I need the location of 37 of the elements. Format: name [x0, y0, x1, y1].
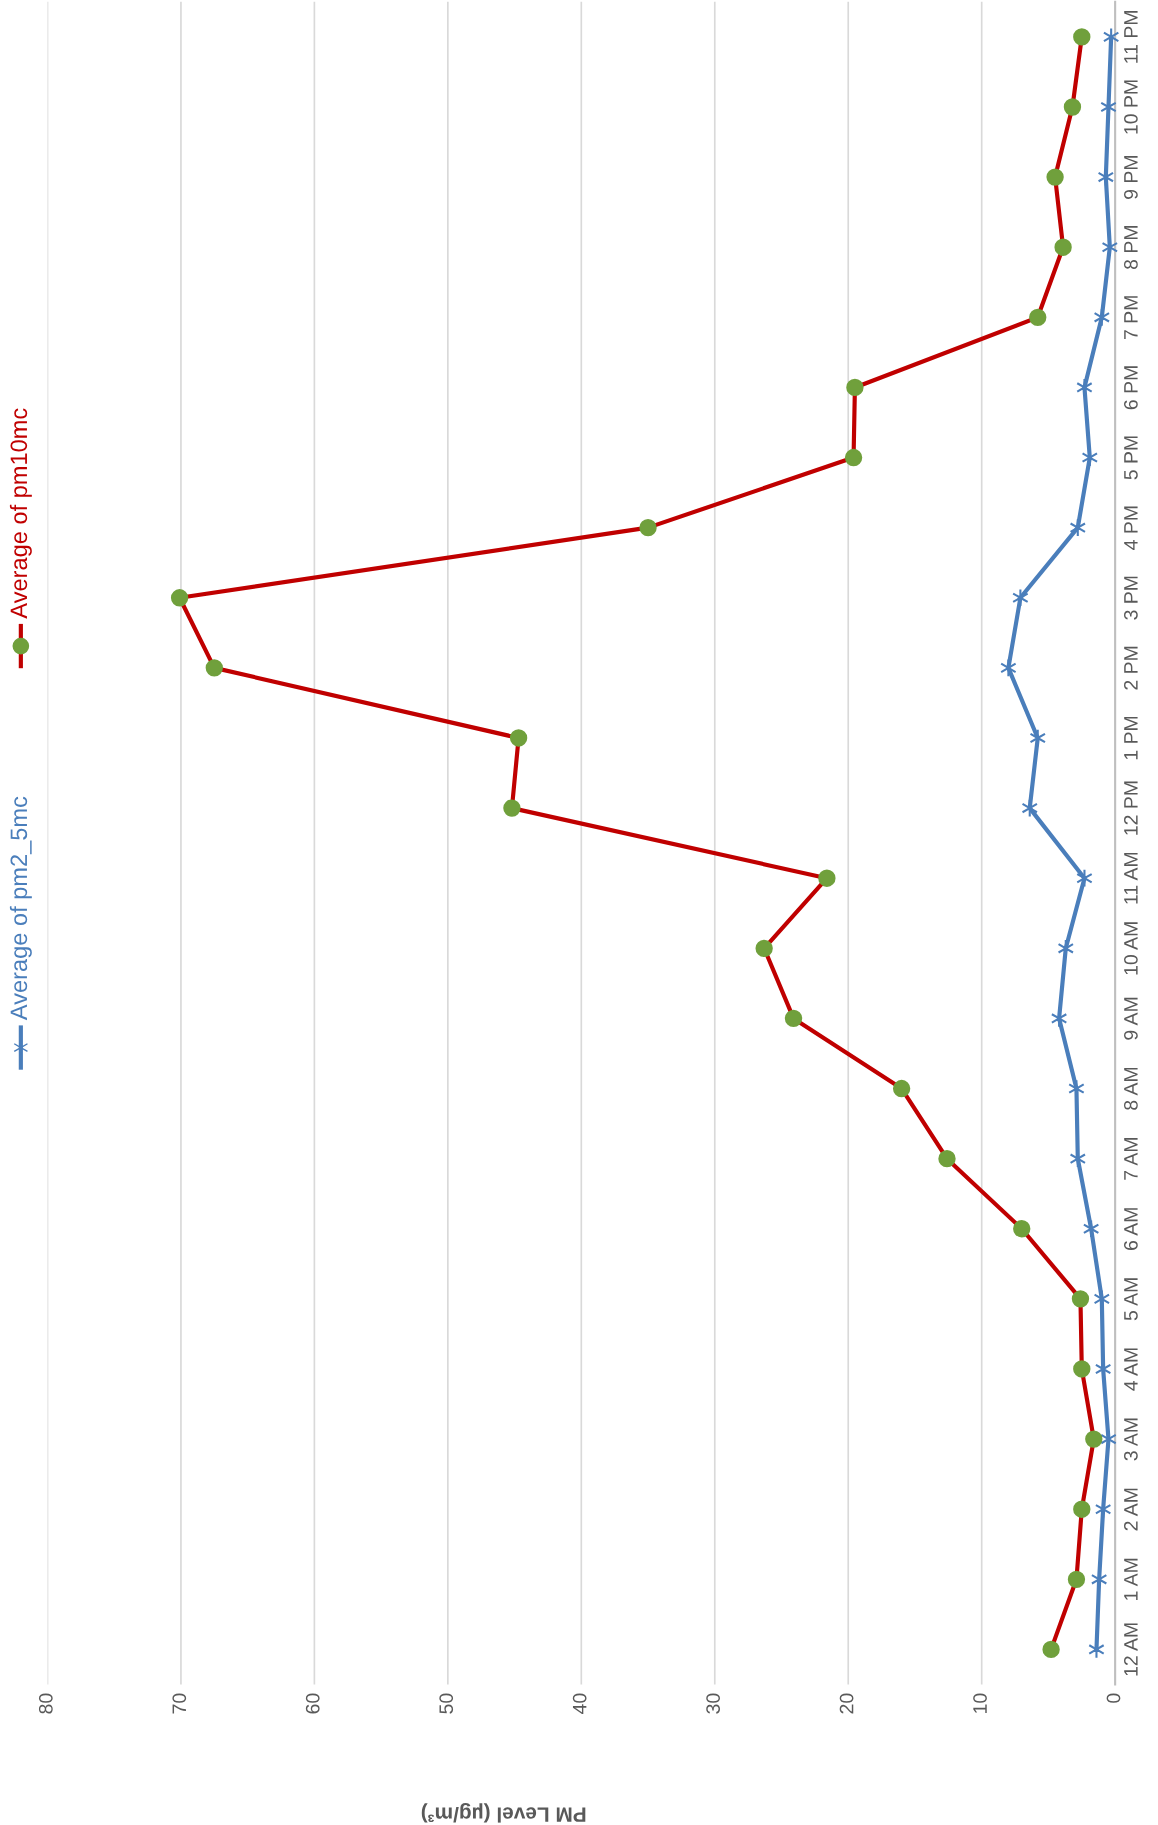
- y-tick-label: 6 PM: [1124, 366, 1138, 410]
- x-tick-label: 80: [38, 1693, 53, 1714]
- y-tick-label: 1 PM: [1124, 716, 1138, 760]
- y-tick-label: 3 PM: [1124, 576, 1138, 620]
- y-tick-label: 10 AM: [1124, 922, 1138, 975]
- text: Average of pm2_5mc: [9, 796, 32, 1021]
- y-tick-label: 3 AM: [1124, 1418, 1138, 1461]
- y-tick-label: 7 PM: [1124, 296, 1138, 340]
- y-tick-label: 5 AM: [1124, 1278, 1138, 1321]
- y-tick-label: 1 AM: [1124, 1558, 1138, 1600]
- x-tick-label: 60: [305, 1693, 320, 1714]
- y-tick-label: 4 AM: [1124, 1348, 1138, 1391]
- y-tick-label: 12 AM: [1124, 1623, 1138, 1676]
- y-tick-label: 9 AM: [1124, 997, 1138, 1040]
- y-tick-label: 6 AM: [1124, 1208, 1138, 1250]
- y-tick-label: 12 PM: [1124, 781, 1138, 835]
- text: Average of pm10mc: [9, 408, 32, 619]
- x-tick-label: 40: [572, 1693, 587, 1714]
- x-tick-label: 70: [172, 1693, 187, 1714]
- y-tick-label: 5 PM: [1124, 436, 1138, 480]
- y-tick-label: 8 AM: [1124, 1067, 1138, 1110]
- x-tick-label: 20: [839, 1693, 854, 1714]
- y-tick-label: 2 AM: [1124, 1488, 1138, 1531]
- point: [1076, 868, 1093, 888]
- x-axis-title: PM Level (µg/m³): [421, 1803, 586, 1823]
- y-tick-label: 4 PM: [1124, 506, 1138, 550]
- y-tick-label: 9 PM: [1124, 156, 1138, 199]
- y-tick-label: 7 AM: [1124, 1138, 1138, 1180]
- x-tick-label: 0: [1106, 1693, 1121, 1703]
- y-tick-label: 10 PM: [1124, 80, 1138, 134]
- x-tick-label: 50: [439, 1693, 454, 1714]
- y-tick-label: 2 PM: [1124, 646, 1138, 690]
- y-tick-label: 8 PM: [1124, 226, 1138, 270]
- x-tick-label: 10: [973, 1693, 987, 1713]
- y-tick-label: 11 AM: [1124, 852, 1138, 904]
- x-tick-label: 30: [706, 1693, 720, 1714]
- y-tick-label: 11 PM: [1124, 11, 1138, 63]
